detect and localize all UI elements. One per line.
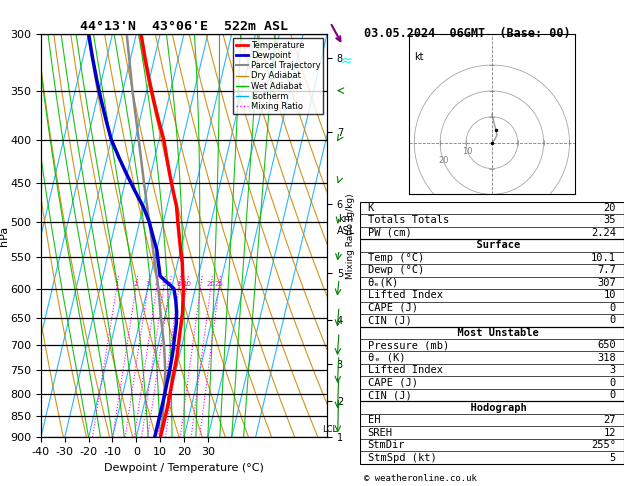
- Text: SREH: SREH: [368, 428, 392, 437]
- Text: Temp (°C): Temp (°C): [368, 253, 424, 263]
- Text: Hodograph: Hodograph: [457, 402, 526, 413]
- Text: 0: 0: [610, 303, 616, 313]
- Text: Mixing Ratio (g/kg): Mixing Ratio (g/kg): [346, 193, 355, 278]
- Text: 255°: 255°: [591, 440, 616, 450]
- Text: 7.7: 7.7: [598, 265, 616, 276]
- Text: 4: 4: [154, 280, 159, 287]
- Text: kt: kt: [415, 52, 424, 62]
- Text: ≈: ≈: [340, 54, 352, 68]
- Text: Dewp (°C): Dewp (°C): [368, 265, 424, 276]
- Text: CAPE (J): CAPE (J): [368, 303, 418, 313]
- Text: 25: 25: [214, 280, 223, 287]
- Text: StmDir: StmDir: [368, 440, 405, 450]
- X-axis label: Dewpoint / Temperature (°C): Dewpoint / Temperature (°C): [104, 463, 264, 473]
- Text: 2: 2: [133, 280, 138, 287]
- Text: 03.05.2024  06GMT  (Base: 00): 03.05.2024 06GMT (Base: 00): [364, 27, 570, 40]
- Text: Lifted Index: Lifted Index: [368, 365, 443, 375]
- Text: 35: 35: [604, 215, 616, 226]
- Text: 1: 1: [114, 280, 119, 287]
- Text: θₑ(K): θₑ(K): [368, 278, 399, 288]
- Text: 20: 20: [206, 280, 215, 287]
- Text: 12: 12: [604, 428, 616, 437]
- Text: 8: 8: [177, 280, 181, 287]
- Text: 650: 650: [598, 340, 616, 350]
- Text: 0: 0: [610, 378, 616, 388]
- Text: Totals Totals: Totals Totals: [368, 215, 449, 226]
- Text: 10: 10: [604, 290, 616, 300]
- Text: CAPE (J): CAPE (J): [368, 378, 418, 388]
- Text: 3: 3: [610, 365, 616, 375]
- Text: 20: 20: [604, 203, 616, 213]
- Text: Pressure (mb): Pressure (mb): [368, 340, 449, 350]
- Bar: [360, 401, 624, 464]
- Text: 0: 0: [610, 315, 616, 325]
- Title: 44°13'N  43°06'E  522m ASL: 44°13'N 43°06'E 522m ASL: [80, 20, 288, 33]
- Text: 5: 5: [610, 452, 616, 463]
- Text: 10: 10: [182, 280, 191, 287]
- Text: Surface: Surface: [464, 241, 520, 250]
- Text: 10: 10: [462, 147, 473, 156]
- Bar: [360, 327, 624, 401]
- Y-axis label: hPa: hPa: [0, 226, 9, 246]
- Text: θₑ (K): θₑ (K): [368, 353, 405, 363]
- Text: 20: 20: [438, 156, 448, 165]
- Y-axis label: km
ASL: km ASL: [337, 214, 355, 236]
- Text: 10.1: 10.1: [591, 253, 616, 263]
- Text: © weatheronline.co.uk: © weatheronline.co.uk: [364, 474, 476, 483]
- Text: 5: 5: [162, 280, 166, 287]
- Text: Most Unstable: Most Unstable: [445, 328, 539, 338]
- Legend: Temperature, Dewpoint, Parcel Trajectory, Dry Adiabat, Wet Adiabat, Isotherm, Mi: Temperature, Dewpoint, Parcel Trajectory…: [233, 38, 323, 114]
- Text: 3: 3: [145, 280, 150, 287]
- Text: 2.24: 2.24: [591, 228, 616, 238]
- Text: CIN (J): CIN (J): [368, 390, 411, 400]
- Text: K: K: [368, 203, 374, 213]
- Text: CIN (J): CIN (J): [368, 315, 411, 325]
- Text: 307: 307: [598, 278, 616, 288]
- Text: PW (cm): PW (cm): [368, 228, 411, 238]
- Bar: [360, 202, 624, 239]
- Text: StmSpd (kt): StmSpd (kt): [368, 452, 437, 463]
- Text: EH: EH: [368, 415, 380, 425]
- Text: Lifted Index: Lifted Index: [368, 290, 443, 300]
- Text: 27: 27: [604, 415, 616, 425]
- Text: 0: 0: [610, 390, 616, 400]
- Text: 318: 318: [598, 353, 616, 363]
- Text: LCL: LCL: [322, 425, 337, 434]
- Bar: [360, 239, 624, 327]
